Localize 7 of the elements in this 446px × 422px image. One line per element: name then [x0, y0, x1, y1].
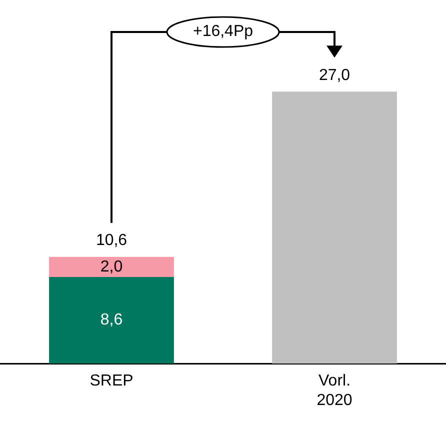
- x-tick-label: Vorl. 2020: [316, 372, 352, 409]
- x-tick-label: SREP: [90, 372, 134, 390]
- text: +16,4Pp: [192, 23, 254, 41]
- data-label: 2,0: [100, 258, 123, 276]
- total-label: 27,0: [318, 67, 350, 84]
- data-label: 8,6: [100, 312, 123, 329]
- total-label: 10,6: [96, 232, 128, 250]
